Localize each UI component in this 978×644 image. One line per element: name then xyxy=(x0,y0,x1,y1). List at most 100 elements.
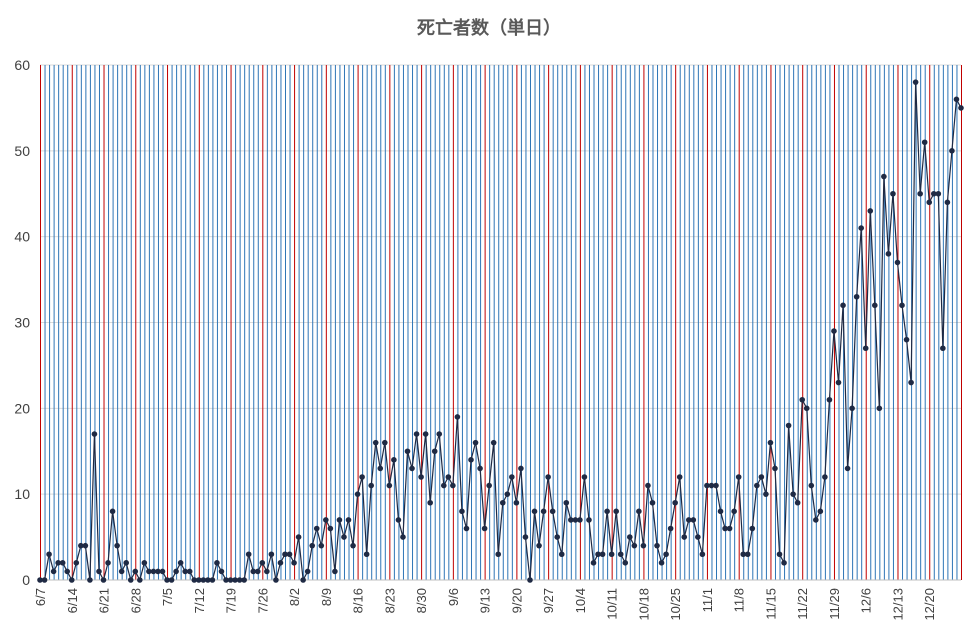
data-point xyxy=(713,482,719,489)
data-point xyxy=(563,499,570,506)
data-point xyxy=(894,259,901,266)
data-point xyxy=(935,190,942,197)
data-point xyxy=(921,139,928,146)
data-point xyxy=(636,508,642,515)
data-point xyxy=(164,577,170,583)
data-point xyxy=(926,199,933,206)
data-point xyxy=(123,560,129,566)
data-point xyxy=(930,190,937,197)
data-point xyxy=(477,465,483,472)
data-point xyxy=(499,499,506,506)
data-point xyxy=(940,345,946,352)
data-point xyxy=(309,542,316,549)
x-tick-label: 10/18 xyxy=(636,588,651,621)
data-point xyxy=(554,534,561,540)
data-point xyxy=(885,251,892,257)
data-point xyxy=(68,577,75,583)
data-point xyxy=(527,577,533,583)
data-point xyxy=(87,577,93,583)
data-point xyxy=(704,482,710,489)
data-point xyxy=(363,551,370,558)
x-tick-label: 6/7 xyxy=(33,588,48,606)
data-point xyxy=(631,542,638,549)
data-point xyxy=(568,517,574,523)
x-tick-label: 6/21 xyxy=(97,588,112,613)
y-tick-label: 30 xyxy=(14,315,30,331)
data-point xyxy=(227,577,234,583)
data-point xyxy=(300,577,306,583)
data-point xyxy=(912,79,919,85)
data-point xyxy=(345,517,352,523)
x-tick-label: 8/30 xyxy=(414,588,429,613)
data-point xyxy=(667,525,674,532)
data-point xyxy=(304,568,311,575)
data-point xyxy=(808,482,815,489)
data-point xyxy=(867,208,874,214)
data-point xyxy=(277,560,284,566)
x-tick-label: 10/4 xyxy=(573,588,588,613)
data-point xyxy=(486,482,492,489)
x-tick-label: 9/6 xyxy=(446,588,461,606)
data-point xyxy=(214,560,220,566)
data-point xyxy=(803,405,810,412)
data-point xyxy=(418,474,424,480)
data-point xyxy=(617,551,624,558)
data-point xyxy=(509,474,515,480)
data-point xyxy=(794,499,801,506)
data-point xyxy=(459,508,465,515)
data-point xyxy=(409,465,415,472)
data-point xyxy=(127,577,134,583)
data-point xyxy=(513,499,520,506)
x-tick-label: 11/1 xyxy=(700,588,715,612)
x-tick-label: 8/9 xyxy=(319,588,334,606)
data-point xyxy=(64,568,71,575)
data-point xyxy=(327,525,334,532)
x-tick-label: 7/19 xyxy=(224,588,239,613)
data-point xyxy=(717,508,724,515)
data-point xyxy=(672,499,678,506)
data-point xyxy=(141,560,148,566)
data-point xyxy=(754,482,760,489)
data-point xyxy=(772,465,778,472)
grid-layer xyxy=(40,64,962,581)
x-tick-label: 8/23 xyxy=(382,588,397,613)
data-point xyxy=(273,577,279,583)
data-point xyxy=(431,448,438,455)
data-point xyxy=(46,551,52,558)
data-point xyxy=(899,302,905,309)
data-point xyxy=(495,551,502,558)
data-point xyxy=(649,499,656,506)
data-point xyxy=(572,517,579,523)
data-point xyxy=(155,568,161,575)
data-point xyxy=(463,525,470,532)
data-point xyxy=(41,577,48,583)
data-point xyxy=(731,508,737,515)
data-point xyxy=(813,517,819,523)
x-tick-label: 7/12 xyxy=(192,588,207,613)
data-point xyxy=(472,439,479,446)
data-point xyxy=(613,508,619,515)
data-point xyxy=(708,482,715,489)
data-point xyxy=(254,568,261,575)
data-point xyxy=(917,190,923,197)
data-point xyxy=(150,568,157,575)
data-point xyxy=(132,568,139,575)
data-point xyxy=(740,551,747,558)
y-tick-label: 40 xyxy=(14,229,30,245)
data-point xyxy=(91,431,98,437)
data-point xyxy=(654,542,660,549)
data-point xyxy=(504,491,511,497)
data-point xyxy=(386,482,393,489)
data-point xyxy=(173,568,179,575)
data-point xyxy=(944,199,951,206)
data-point xyxy=(735,474,742,480)
data-point xyxy=(436,431,443,437)
data-point xyxy=(876,405,883,412)
y-tick-label: 10 xyxy=(14,486,30,502)
data-point xyxy=(313,525,320,532)
data-point xyxy=(695,534,701,540)
data-point xyxy=(382,439,388,446)
